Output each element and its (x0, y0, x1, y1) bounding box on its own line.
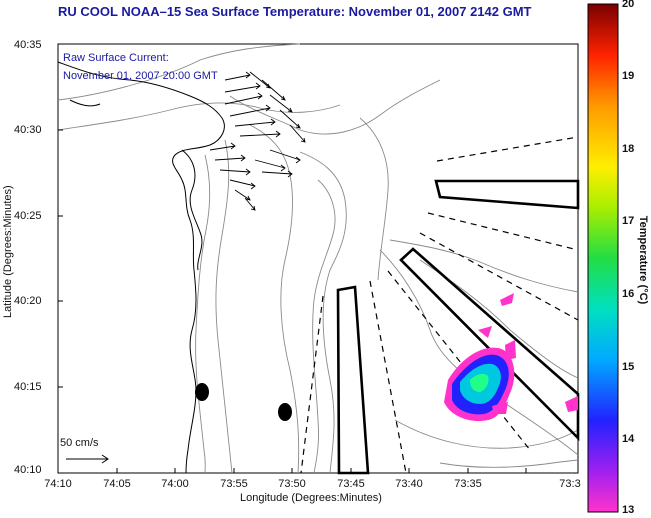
sampling-boxes (336, 179, 580, 475)
colorbar-tick-label: 17 (622, 215, 635, 227)
colorbar-tick-label: 13 (622, 504, 635, 516)
x-tick-label: 74:00 (161, 478, 189, 490)
x-tick-label: 73:50 (278, 478, 306, 490)
radial-dashed-lines (300, 136, 579, 474)
colorbar-tick-label: 20 (622, 0, 635, 10)
mooring-dot (278, 403, 292, 421)
mooring-dot (195, 383, 209, 401)
coastline (57, 61, 225, 474)
y-axis-label: Latitude (Degrees:Minutes) (2, 185, 14, 318)
x-tick-label: 73:55 (220, 478, 248, 490)
colorbar-tick-label: 14 (622, 433, 635, 445)
colorbar-tick-label: 19 (622, 70, 635, 82)
tick-marks (57, 43, 527, 474)
y-tick-label: 40:30 (14, 124, 42, 136)
current-vectors (209, 71, 306, 211)
x-tick-label: 74:05 (103, 478, 131, 490)
plot-frame (57, 43, 579, 474)
scale-label: 50 cm/s (60, 437, 99, 449)
colorbar-tick-label: 18 (622, 143, 635, 155)
x-tick-label: 73:40 (395, 478, 423, 490)
x-tick-label: 73:35 (454, 478, 482, 490)
colorbar-tick-label: 16 (622, 288, 635, 300)
x-axis-label: Longitude (Degrees:Minutes) (240, 492, 382, 504)
y-tick-label: 40:10 (14, 464, 42, 476)
colorbar-tick-label: 15 (622, 361, 635, 373)
y-tick-label: 40:20 (14, 295, 42, 307)
x-tick-label: 73:3 (559, 478, 581, 490)
y-tick-label: 40:25 (14, 210, 42, 222)
current-timestamp: November 01, 2007 20:00 GMT (63, 70, 218, 82)
scale-arrow (66, 454, 109, 464)
y-tick-label: 40:35 (14, 39, 42, 51)
y-tick-label: 40:15 (14, 381, 42, 393)
sst-patch (444, 293, 578, 422)
current-label: Raw Surface Current: (63, 52, 169, 64)
map-title: RU COOL NOAA–15 Sea Surface Temperature:… (58, 4, 532, 19)
x-tick-label: 74:10 (44, 478, 72, 490)
colorbar (587, 3, 619, 513)
x-tick-label: 73:45 (337, 478, 365, 490)
colorbar-label: Temperature (°C) (637, 215, 649, 305)
